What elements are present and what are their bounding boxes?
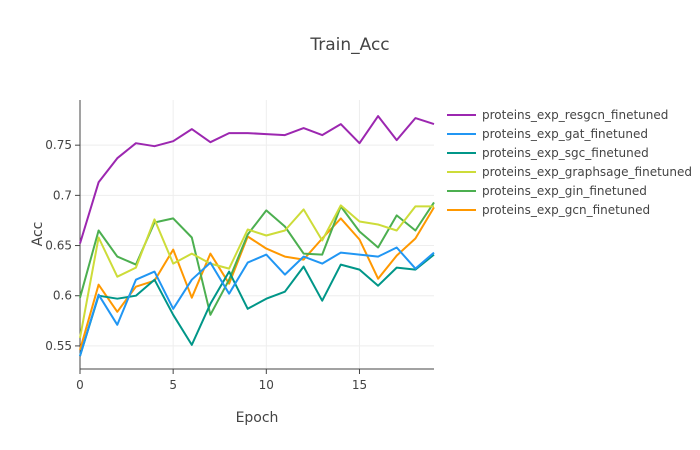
x-tick-label: 0	[76, 378, 84, 392]
series-line-proteins_exp_graphsage_finetuned	[79, 204, 434, 339]
legend-label: proteins_exp_sgc_finetuned	[482, 146, 649, 160]
legend-item[interactable]: proteins_exp_resgcn_finetuned	[447, 108, 668, 122]
series-layer	[79, 115, 435, 357]
legend[interactable]: proteins_exp_resgcn_finetuned proteins_ex…	[447, 108, 692, 217]
x-axis-label: Epoch	[236, 410, 279, 426]
series-line-proteins_exp_sgc_finetuned	[79, 253, 435, 357]
legend-label: proteins_exp_gin_finetuned	[482, 184, 647, 198]
x-tick-label: 5	[169, 378, 177, 392]
y-tick-label: 0.55	[45, 339, 72, 353]
legend-item[interactable]: proteins_exp_gat_finetuned	[447, 127, 648, 141]
y-tick-label: 0.75	[45, 138, 72, 152]
y-tick-label: 0.6	[53, 289, 72, 303]
y-axis-label: Acc	[30, 222, 46, 247]
x-tick-label: 10	[259, 378, 274, 392]
x-tick-label: 15	[352, 378, 367, 392]
legend-label: proteins_exp_gcn_finetuned	[482, 203, 650, 217]
legend-item[interactable]: proteins_exp_gin_finetuned	[447, 184, 647, 198]
y-tick-label: 0.7	[53, 188, 72, 202]
legend-item[interactable]: proteins_exp_graphsage_finetuned	[447, 165, 692, 179]
grid	[79, 100, 434, 369]
legend-label: proteins_exp_gat_finetuned	[482, 127, 648, 141]
series-line-proteins_exp_gat_finetuned	[79, 246, 435, 357]
series-line-proteins_exp_resgcn_finetuned	[79, 115, 435, 244]
axes: 0.55 0.6 0.65 0.7 0.75 0 5 10 15	[45, 100, 434, 392]
y-tick-label: 0.65	[45, 239, 72, 253]
series-line-proteins_exp_gcn_finetuned	[79, 206, 435, 351]
legend-label: proteins_exp_resgcn_finetuned	[482, 108, 668, 122]
legend-item[interactable]: proteins_exp_sgc_finetuned	[447, 146, 649, 160]
chart-title: Train_Acc	[309, 35, 389, 55]
legend-label: proteins_exp_graphsage_finetuned	[482, 165, 692, 179]
legend-item[interactable]: proteins_exp_gcn_finetuned	[447, 203, 650, 217]
